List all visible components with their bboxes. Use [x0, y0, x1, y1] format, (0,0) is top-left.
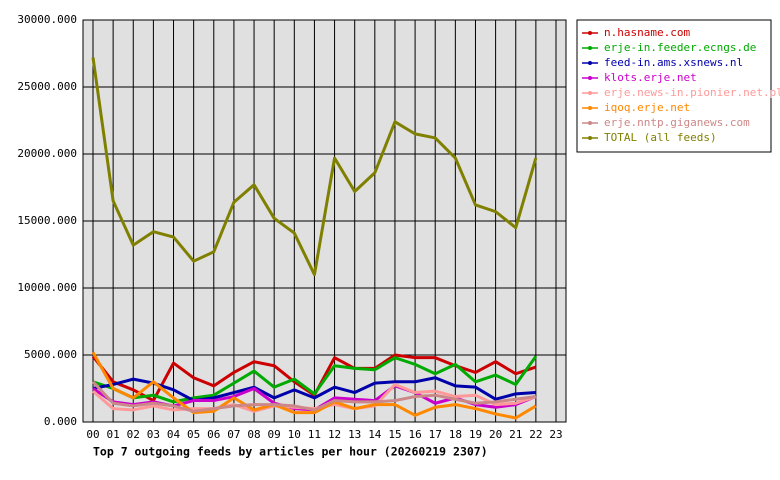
y-tick-label: 20000.000: [17, 147, 77, 160]
series-line: [91, 351, 537, 420]
legend-marker: [588, 121, 592, 125]
x-tick-label: 21: [509, 428, 522, 441]
x-tick-label: 10: [288, 428, 301, 441]
y-tick-label: 0.000: [44, 415, 77, 428]
x-tick-label: 12: [328, 428, 341, 441]
legend-label: erje-in.feeder.ecngs.de: [604, 41, 756, 54]
legend-label: iqoq.erje.net: [604, 101, 690, 114]
x-tick-label: 15: [388, 428, 401, 441]
x-tick-label: 22: [529, 428, 542, 441]
y-tick-label: 25000.000: [17, 80, 77, 93]
y-tick-label: 5000.000: [24, 348, 77, 361]
legend-label: erje.nntp.giganews.com: [604, 116, 750, 129]
legend-label: n.hasname.com: [604, 26, 690, 39]
legend-label: klots.erje.net: [604, 71, 697, 84]
x-tick-label: 19: [469, 428, 482, 441]
legend-marker: [588, 106, 592, 110]
series-line: [91, 57, 538, 277]
y-tick-label: 10000.000: [17, 281, 77, 294]
x-tick-label: 13: [348, 428, 361, 441]
legend-marker: [588, 31, 592, 35]
x-tick-label: 05: [187, 428, 200, 441]
x-tick-label: 08: [247, 428, 260, 441]
x-tick-label: 06: [207, 428, 220, 441]
series-line: [92, 376, 536, 403]
x-tick-label: 14: [368, 428, 382, 441]
legend-box: [576, 19, 772, 153]
x-tick-label: 02: [127, 428, 140, 441]
legend-label: feed-in.ams.xsnews.nl: [604, 56, 743, 69]
legend-marker: [588, 61, 592, 65]
legend-label: TOTAL (all feeds): [604, 131, 717, 144]
legend-marker: [588, 46, 592, 50]
series-line: [92, 355, 538, 404]
x-tick-label: 11: [308, 428, 321, 441]
legend-label: erje.news-in.pionier.net.pl: [604, 86, 780, 99]
x-tick-label: 09: [268, 428, 281, 441]
legend-marker: [588, 91, 592, 95]
x-tick-label: 20: [489, 428, 502, 441]
x-tick-label: 17: [429, 428, 442, 441]
x-tick-label: 00: [86, 428, 99, 441]
chart-title: Top 7 outgoing feeds by articles per hou…: [93, 445, 488, 459]
legend-marker: [588, 136, 592, 140]
legend-marker: [588, 76, 592, 80]
x-tick-label: 16: [408, 428, 421, 441]
y-tick-label: 15000.000: [17, 214, 77, 227]
y-tick-label: 30000.000: [17, 13, 77, 26]
x-tick-label: 18: [449, 428, 462, 441]
x-tick-label: 03: [147, 428, 160, 441]
x-tick-label: 01: [107, 428, 120, 441]
x-tick-label: 04: [167, 428, 181, 441]
x-tick-label: 07: [227, 428, 240, 441]
x-tick-label: 23: [549, 428, 562, 441]
series-line: [91, 380, 537, 413]
